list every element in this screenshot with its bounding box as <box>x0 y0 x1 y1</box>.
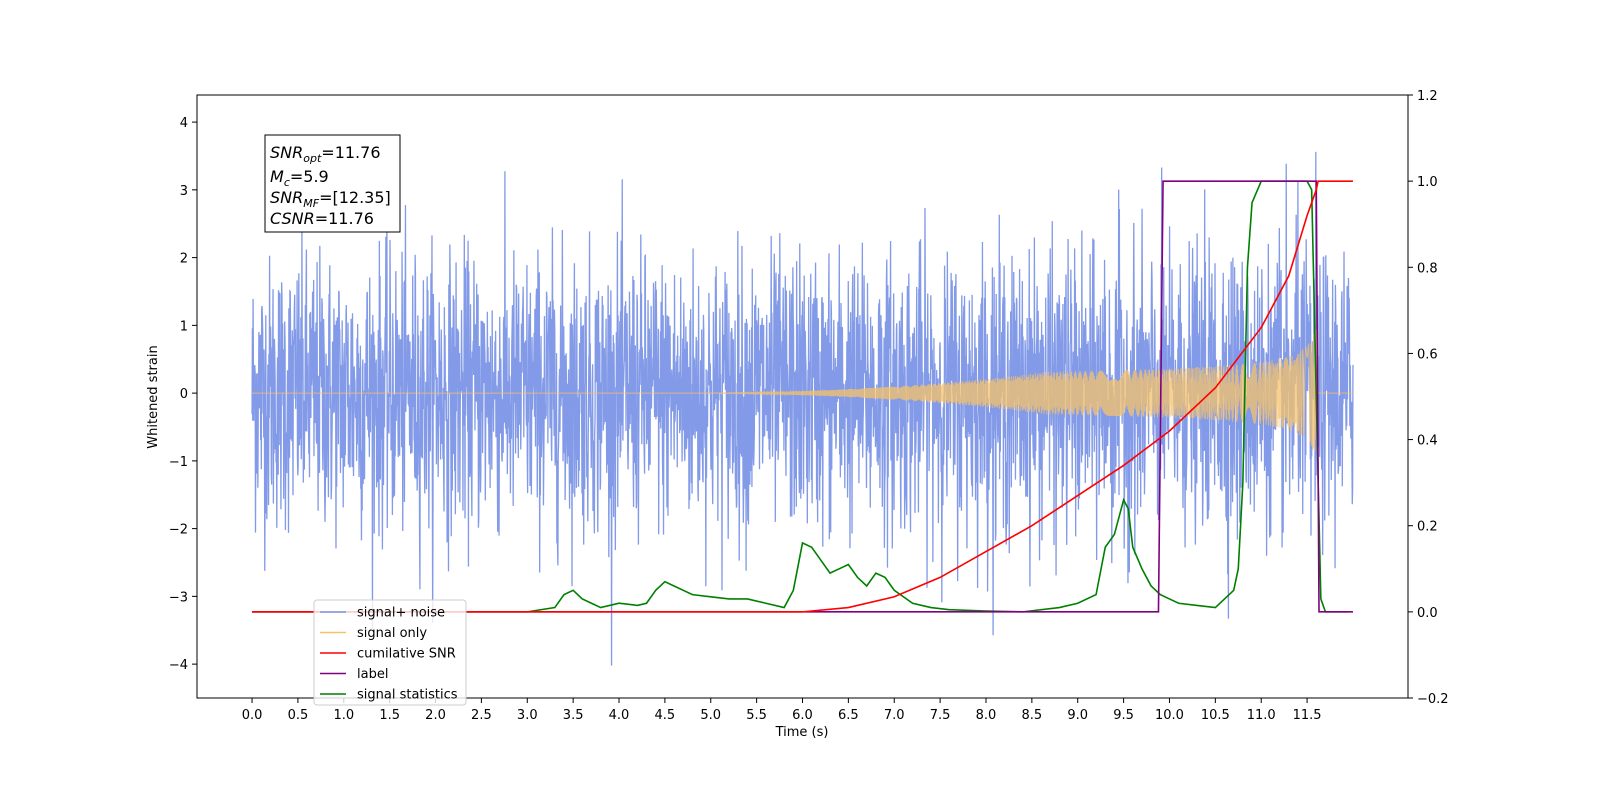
x-tick-label: 6.5 <box>838 708 859 723</box>
x-tick-label: 3.5 <box>563 708 584 723</box>
x-tick-label: 10.0 <box>1155 708 1184 723</box>
x-tick-label: 2.0 <box>425 708 446 723</box>
y2-tick-label: 0.0 <box>1417 606 1438 621</box>
y-tick-label: 3 <box>180 184 188 199</box>
x-tick-label: 11.5 <box>1293 708 1322 723</box>
y2-tick-label: 1.2 <box>1417 89 1438 104</box>
x-tick-label: 5.0 <box>700 708 721 723</box>
x-axis-label: Time (s) <box>775 725 829 740</box>
x-tick-label: 2.5 <box>471 708 492 723</box>
legend-frame <box>313 599 467 706</box>
x-tick-label: 0.5 <box>288 708 309 723</box>
series-signal-statistics <box>252 180 1349 613</box>
y2-tick-label: 1.0 <box>1417 175 1438 190</box>
y-tick-label: 1 <box>180 319 188 334</box>
y-tick-label: −3 <box>169 590 188 605</box>
legend-label-label: label <box>357 667 388 682</box>
annotation-csnr: CSNR=11.76 <box>270 209 374 228</box>
x-tick-label: 7.5 <box>930 708 951 723</box>
x-tick-label: 7.0 <box>884 708 905 723</box>
x-tick-label: 8.5 <box>1022 708 1043 723</box>
series-signal-noise <box>251 151 1354 666</box>
annotation-snr-mf: SNRMF=[12.35] <box>270 188 391 210</box>
annotation-mc: Mc=5.9 <box>270 167 329 189</box>
annotation-box: SNRopt=11.76 Mc=5.9 SNRMF=[12.35] CSNR=1… <box>264 134 401 233</box>
y-tick-label: 4 <box>180 116 188 131</box>
y2-tick-label: −0.2 <box>1417 692 1449 707</box>
legend-signal-statistics-label: signal statistics <box>357 688 458 703</box>
x-tick-label: 6.0 <box>792 708 813 723</box>
legend-signal-noise-label: signal+ noise <box>357 606 445 621</box>
y-tick-label: 2 <box>180 252 188 267</box>
annotation-frame <box>264 134 401 233</box>
series-signal-only <box>252 327 1353 451</box>
x-tick-label: 10.5 <box>1201 708 1230 723</box>
y-tick-label: −1 <box>169 455 188 470</box>
x-tick-label: 3.0 <box>517 708 538 723</box>
annotation-snr-opt: SNRopt=11.76 <box>270 143 381 165</box>
plot-area <box>251 151 1354 666</box>
legend-signal-only-label: signal only <box>357 626 427 641</box>
y2-tick-label: 0.6 <box>1417 347 1438 362</box>
x-tick-label: 4.5 <box>655 708 676 723</box>
y-tick-label: −2 <box>169 523 188 538</box>
x-tick-label: 4.0 <box>609 708 630 723</box>
x-tick-label: 8.0 <box>976 708 997 723</box>
x-tick-label: 11.0 <box>1247 708 1276 723</box>
legend: signal+ noise signal only cumilative SNR la… <box>313 599 467 706</box>
x-tick-label: 9.5 <box>1113 708 1134 723</box>
x-tick-label: 1.5 <box>379 708 400 723</box>
y-tick-label: 0 <box>180 387 188 402</box>
y2-tick-label: 0.4 <box>1417 434 1438 449</box>
y2-tick-label: 0.8 <box>1417 261 1438 276</box>
y2-tick-label: 0.2 <box>1417 520 1438 535</box>
series-label <box>252 180 1353 613</box>
y-tick-label: −4 <box>169 658 188 673</box>
x-tick-label: 0.0 <box>242 708 263 723</box>
x-tick-label: 5.5 <box>746 708 767 723</box>
legend-cumulative-snr-label: cumilative SNR <box>357 647 456 662</box>
axis-ticks: 0.0 0.5 1.0 1.5 2.0 2.5 3.0 3.5 4.0 4.5 5.0 5.5 6.0 6… <box>169 89 1449 723</box>
series-cumulative-snr <box>252 180 1353 613</box>
x-tick-label: 1.0 <box>333 708 354 723</box>
x-tick-label: 9.0 <box>1067 708 1088 723</box>
y-axis-label: Whitened strain <box>146 345 161 448</box>
